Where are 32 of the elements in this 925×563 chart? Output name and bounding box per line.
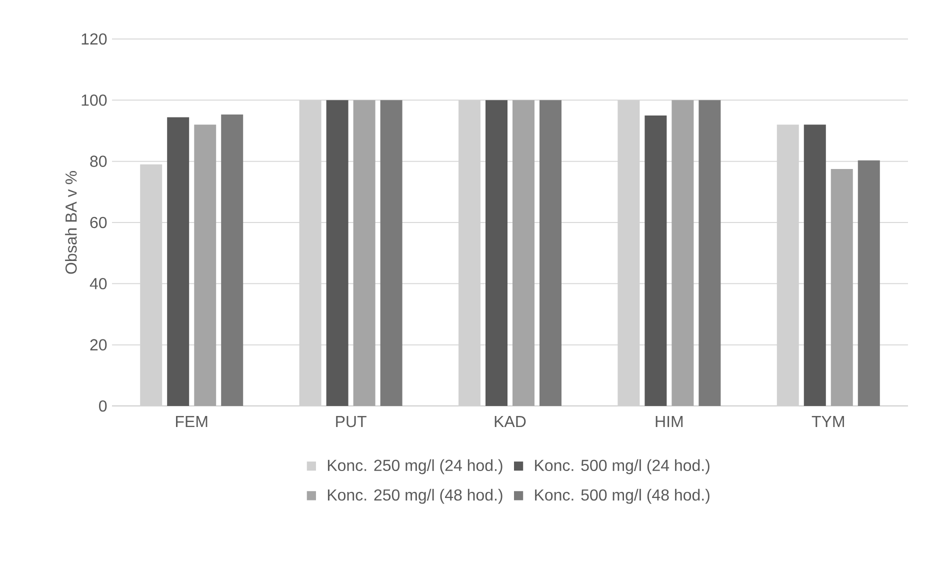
legend-label: Konc. 500 mg/l (24 hod.) [535, 459, 710, 474]
bar [167, 117, 190, 406]
bar [830, 168, 853, 406]
bar [353, 100, 376, 406]
x-tick-label: HIM [656, 416, 683, 428]
y-tick-label: 80 [90, 156, 107, 167]
bar [326, 100, 348, 406]
bar [221, 114, 244, 406]
y-tick-label: 60 [90, 216, 107, 228]
legend-label: Konc. 500 mg/l (48 hod.) [535, 488, 710, 504]
y-tick-label: 40 [90, 278, 107, 290]
y-axis-title: Obsah BA v % [65, 171, 77, 274]
y-tick-label: 0 [99, 400, 107, 412]
y-tick-label: 120 [82, 33, 107, 45]
y-tick-label: 20 [90, 339, 107, 350]
bar [644, 115, 667, 406]
bar [486, 100, 508, 406]
bar [539, 100, 562, 406]
bar [194, 124, 216, 406]
x-tick-label: KAD [494, 416, 526, 428]
bar [858, 160, 880, 406]
x-tick-label: PUT [336, 416, 366, 428]
bar [804, 124, 826, 406]
legend-label: Konc. 250 mg/l (24 hod.) [328, 459, 502, 474]
x-tick-label: FEM [176, 416, 208, 428]
x-tick-label: TYM [812, 416, 844, 428]
bar [380, 100, 402, 406]
bar [512, 100, 534, 406]
y-tick-label: 100 [82, 94, 107, 106]
bar [672, 100, 694, 406]
bar [698, 100, 721, 406]
legend-label: Konc. 250 mg/l (48 hod.) [328, 488, 502, 504]
